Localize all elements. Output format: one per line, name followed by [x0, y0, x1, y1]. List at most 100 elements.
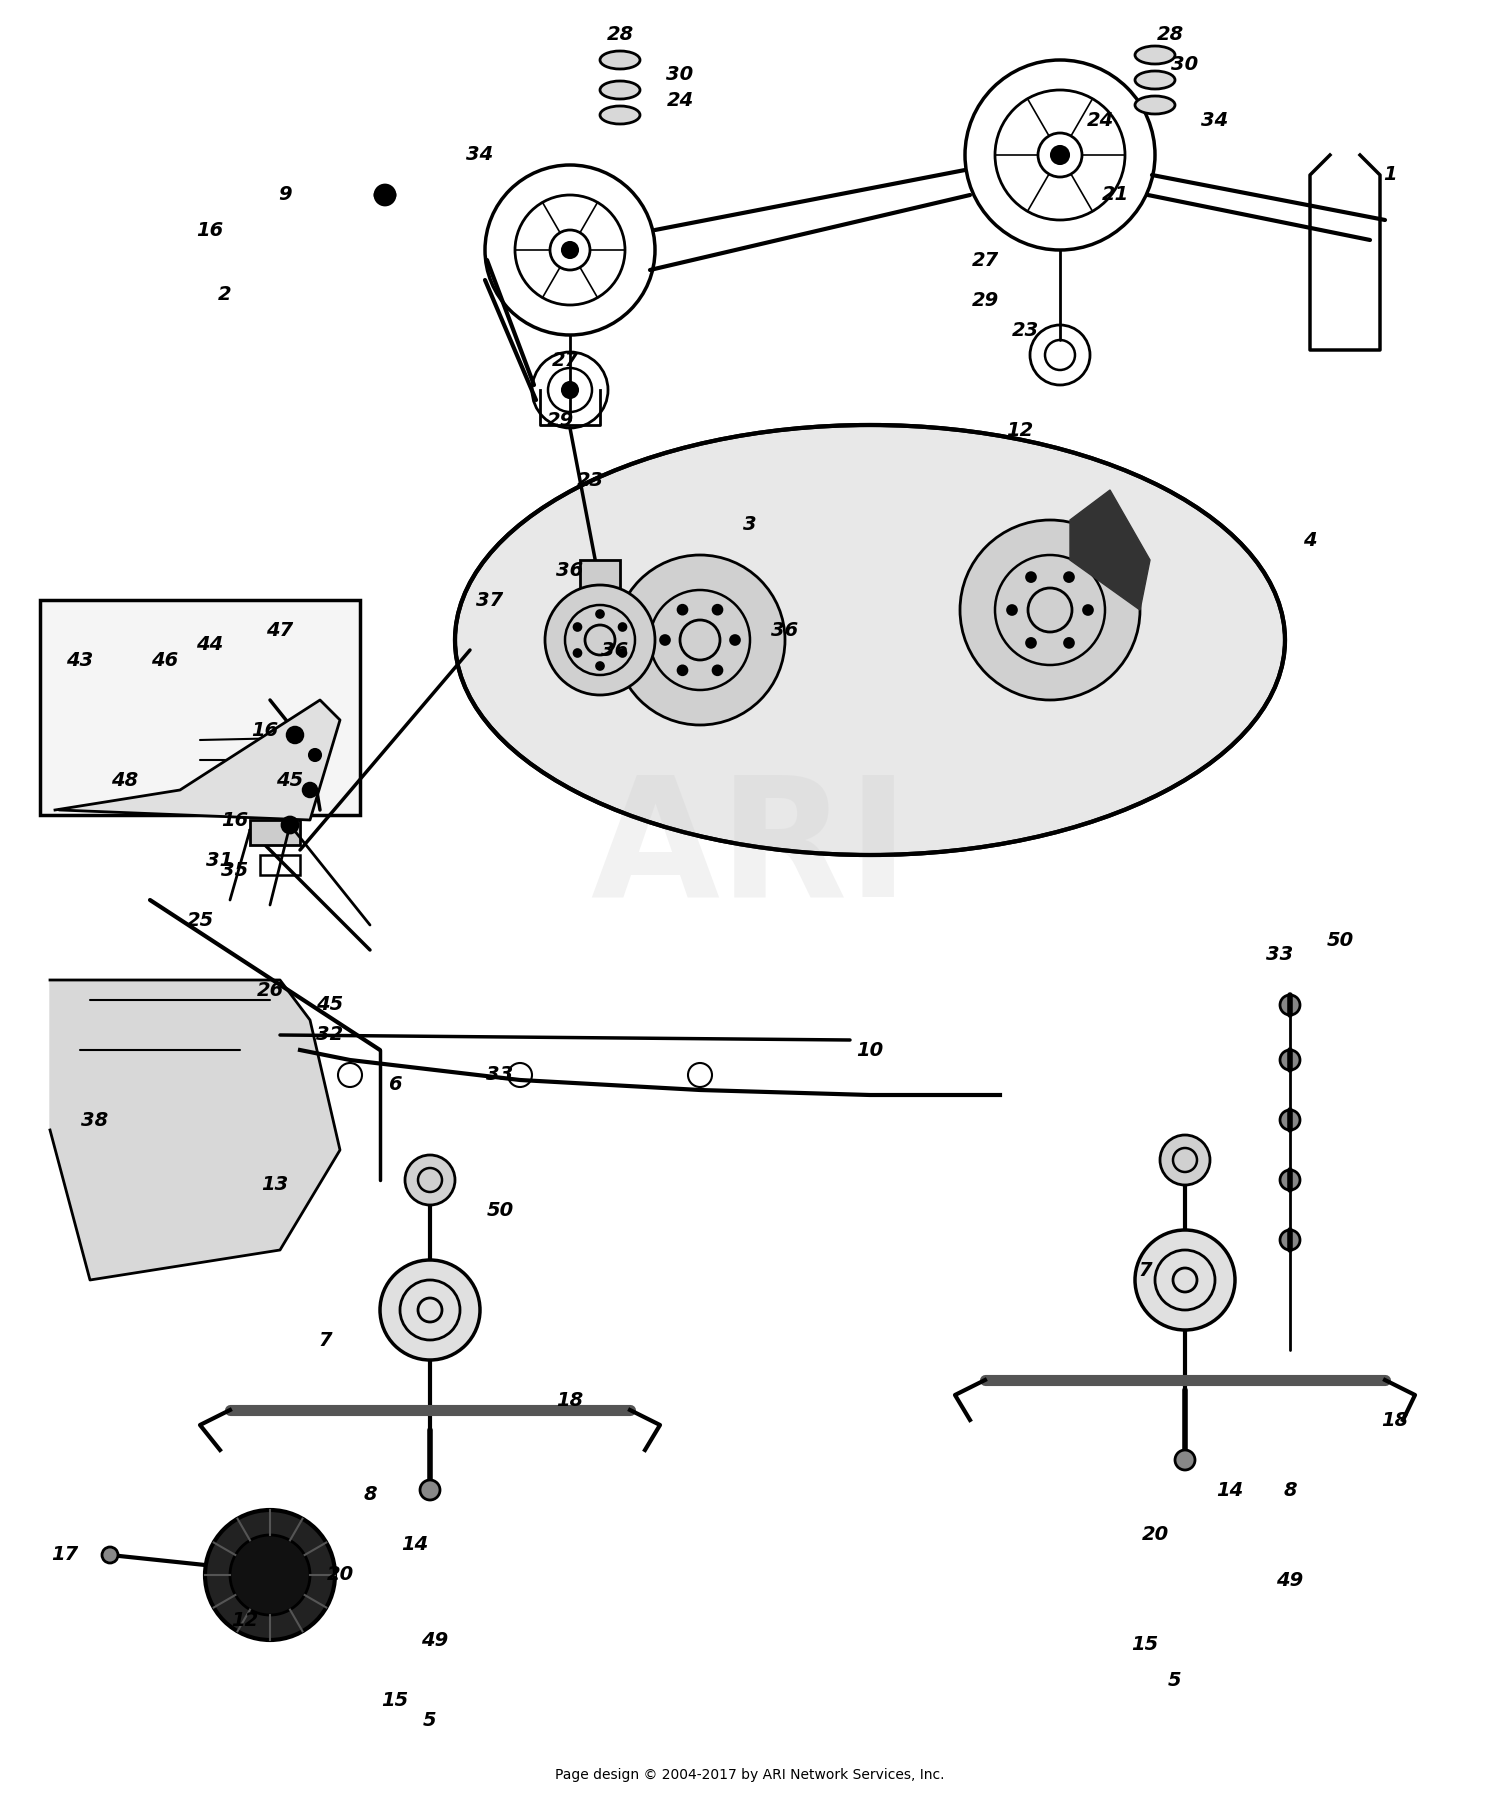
Text: 24: 24: [1086, 110, 1113, 129]
Text: 8: 8: [363, 1486, 376, 1504]
Circle shape: [282, 818, 298, 834]
Text: 15: 15: [381, 1691, 408, 1709]
Text: 24: 24: [666, 90, 693, 110]
Text: 36: 36: [556, 561, 584, 579]
Text: 20: 20: [327, 1565, 354, 1585]
Circle shape: [1280, 1111, 1300, 1130]
Text: 35: 35: [222, 861, 249, 879]
Text: 15: 15: [1131, 1635, 1158, 1655]
Circle shape: [1280, 996, 1300, 1015]
Circle shape: [660, 634, 670, 645]
Text: 32: 32: [316, 1026, 344, 1044]
Text: 21: 21: [1101, 185, 1128, 205]
Text: 45: 45: [316, 996, 344, 1015]
Text: 5: 5: [423, 1711, 436, 1729]
Circle shape: [230, 1535, 310, 1616]
Circle shape: [102, 1547, 118, 1563]
Text: 18: 18: [1382, 1411, 1408, 1429]
Text: 14: 14: [1216, 1481, 1243, 1499]
Circle shape: [1007, 606, 1017, 615]
Text: 5: 5: [1168, 1671, 1182, 1689]
Circle shape: [405, 1155, 454, 1206]
Polygon shape: [56, 701, 340, 819]
Bar: [40, 600, 360, 816]
Circle shape: [573, 624, 582, 631]
Text: 9: 9: [278, 185, 292, 205]
Circle shape: [375, 185, 394, 205]
Ellipse shape: [600, 81, 640, 99]
Text: 17: 17: [51, 1545, 78, 1565]
Text: 13: 13: [261, 1175, 288, 1195]
Ellipse shape: [1136, 72, 1174, 90]
Text: 28: 28: [606, 25, 633, 45]
Text: 49: 49: [422, 1630, 448, 1650]
Text: 23: 23: [1011, 320, 1038, 340]
Text: 38: 38: [81, 1111, 108, 1130]
Circle shape: [618, 624, 627, 631]
Text: 48: 48: [111, 771, 138, 789]
Text: 31: 31: [207, 850, 234, 870]
Text: 16: 16: [252, 721, 279, 740]
Text: 16: 16: [222, 810, 249, 830]
Circle shape: [678, 665, 687, 676]
Circle shape: [1136, 1229, 1234, 1330]
Circle shape: [1174, 1450, 1196, 1470]
Text: 6: 6: [388, 1075, 402, 1094]
Circle shape: [1026, 571, 1036, 582]
Text: 50: 50: [486, 1200, 513, 1220]
Circle shape: [1280, 1170, 1300, 1190]
Circle shape: [1160, 1136, 1210, 1184]
Circle shape: [596, 609, 604, 618]
Ellipse shape: [1136, 95, 1174, 113]
Text: 29: 29: [546, 410, 573, 429]
Text: 26: 26: [256, 981, 284, 999]
Text: 46: 46: [152, 651, 178, 670]
Circle shape: [615, 555, 784, 724]
Text: 37: 37: [477, 591, 504, 609]
Ellipse shape: [600, 50, 640, 68]
Circle shape: [1064, 571, 1074, 582]
Text: 4: 4: [1304, 530, 1317, 550]
Text: 30: 30: [1172, 56, 1198, 74]
Text: 14: 14: [402, 1535, 429, 1554]
Text: Page design © 2004-2017 by ARI Network Services, Inc.: Page design © 2004-2017 by ARI Network S…: [555, 1768, 945, 1783]
Circle shape: [1064, 638, 1074, 649]
Circle shape: [1083, 606, 1094, 615]
Text: 7: 7: [1138, 1260, 1152, 1279]
Circle shape: [678, 604, 687, 615]
Text: 28: 28: [1156, 25, 1184, 45]
Text: 7: 7: [318, 1330, 332, 1350]
Text: 16: 16: [196, 221, 223, 239]
Circle shape: [960, 519, 1140, 701]
Text: 29: 29: [972, 291, 999, 309]
Circle shape: [562, 383, 578, 397]
Circle shape: [1280, 1229, 1300, 1251]
Ellipse shape: [600, 106, 640, 124]
Text: 50: 50: [1326, 931, 1353, 949]
Polygon shape: [1070, 491, 1150, 609]
Circle shape: [712, 604, 723, 615]
Circle shape: [1052, 146, 1070, 164]
Text: 27: 27: [552, 350, 579, 370]
Circle shape: [303, 783, 316, 798]
Text: 8: 8: [1282, 1481, 1298, 1499]
Text: 30: 30: [666, 65, 693, 84]
Ellipse shape: [1136, 47, 1174, 65]
Text: 49: 49: [1276, 1571, 1304, 1590]
Ellipse shape: [454, 426, 1286, 855]
Bar: [260, 855, 300, 875]
Circle shape: [544, 586, 656, 695]
Circle shape: [380, 1260, 480, 1360]
Text: 12: 12: [1007, 420, 1034, 440]
Text: 25: 25: [186, 911, 213, 929]
Text: 20: 20: [1142, 1526, 1168, 1544]
Text: ARI: ARI: [591, 769, 909, 931]
Text: 34: 34: [466, 146, 494, 165]
Text: 3: 3: [742, 516, 758, 534]
Text: 10: 10: [856, 1040, 883, 1060]
Text: 36: 36: [771, 620, 798, 640]
Bar: [580, 561, 620, 589]
Circle shape: [573, 649, 582, 658]
Ellipse shape: [375, 189, 394, 201]
Text: 45: 45: [276, 771, 303, 789]
